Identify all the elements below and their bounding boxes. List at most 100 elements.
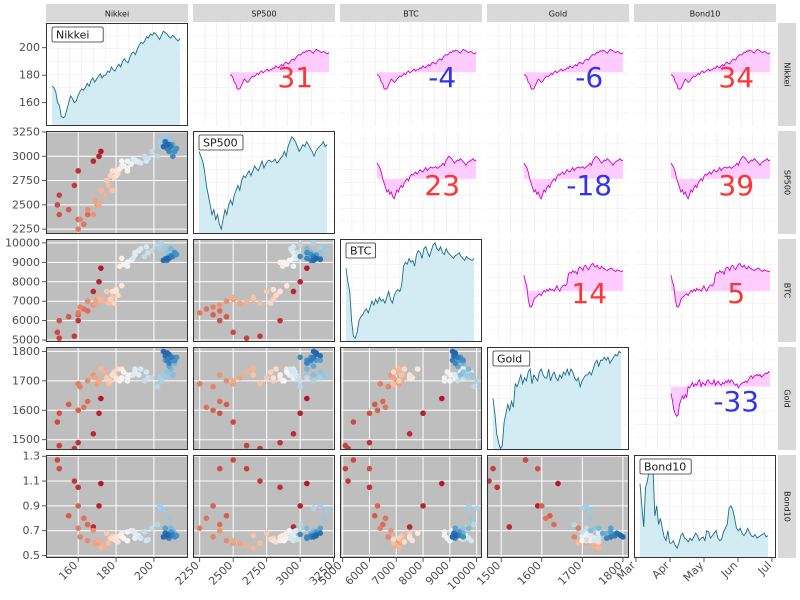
scatter-point bbox=[587, 532, 594, 539]
column-strip-label: Nikkei bbox=[105, 10, 129, 19]
scatter-point bbox=[216, 465, 223, 472]
scatter-point bbox=[103, 375, 110, 381]
scatter-point bbox=[216, 302, 223, 308]
scatter-point bbox=[257, 333, 263, 339]
scatter-point bbox=[137, 245, 144, 252]
panel-nikkei-btc bbox=[340, 23, 482, 126]
scatter-point bbox=[471, 521, 477, 528]
scatter-point bbox=[243, 335, 250, 341]
y-tick-label: 0.9 bbox=[23, 499, 41, 512]
scatter-point bbox=[75, 407, 81, 414]
scatter-point bbox=[382, 404, 389, 411]
scatter-point bbox=[396, 378, 402, 384]
y-tick-label: 10000 bbox=[5, 236, 40, 249]
scatter-point bbox=[243, 442, 250, 449]
scatter-point bbox=[77, 216, 83, 223]
scatter-point bbox=[164, 255, 170, 262]
column-strip bbox=[193, 4, 335, 22]
scatter-point bbox=[103, 530, 110, 536]
panel-nikkei-gold bbox=[487, 23, 629, 126]
panel-btc-bond10 bbox=[634, 239, 776, 342]
scatter-point bbox=[109, 187, 116, 194]
panel-border bbox=[46, 23, 188, 126]
x-tick-label: 5000 bbox=[316, 559, 345, 588]
y-tick-label: 3000 bbox=[12, 150, 40, 163]
column-strip-label: SP500 bbox=[251, 10, 276, 19]
scatter-point bbox=[149, 247, 155, 254]
scatter-point bbox=[257, 540, 263, 546]
scatter-point bbox=[105, 540, 112, 546]
scatter-point bbox=[250, 532, 257, 539]
scatter-point bbox=[98, 148, 104, 155]
y-tick-label: 2750 bbox=[12, 174, 40, 187]
scatter-point bbox=[414, 530, 421, 536]
scatter-point bbox=[75, 226, 81, 232]
y-tick-label: 3250 bbox=[12, 125, 40, 138]
scatter-point bbox=[120, 369, 127, 375]
row-strip-label: Bond10 bbox=[783, 491, 792, 522]
scatter-point bbox=[71, 333, 78, 339]
correlation-label: -4 bbox=[428, 61, 456, 94]
panel-btc-gold bbox=[487, 239, 629, 342]
scatter-point bbox=[587, 506, 594, 513]
scatter-point bbox=[310, 240, 317, 246]
scatter-point bbox=[210, 503, 216, 509]
scatter-point bbox=[98, 480, 104, 487]
scatter-point bbox=[297, 521, 303, 528]
scatter-point bbox=[257, 478, 263, 484]
scatter-point bbox=[237, 375, 243, 381]
scatter-point bbox=[279, 532, 286, 539]
scatter-point bbox=[113, 288, 119, 295]
row-strip-label: Gold bbox=[783, 389, 792, 407]
mini-area bbox=[376, 49, 476, 90]
scatter-point bbox=[571, 521, 578, 528]
scatter-point bbox=[270, 286, 277, 293]
y-tick-label: 1.1 bbox=[23, 475, 41, 488]
scatter-point bbox=[342, 465, 349, 472]
scatter-point bbox=[65, 513, 72, 519]
scatter-point bbox=[96, 378, 102, 384]
scatter-point bbox=[321, 243, 328, 250]
column-strip-label: Gold bbox=[549, 10, 567, 19]
scatter-point bbox=[441, 529, 448, 535]
scatter-point bbox=[124, 165, 131, 171]
scatter-point bbox=[75, 310, 81, 316]
scatter-point bbox=[297, 410, 303, 417]
scatter-point bbox=[406, 431, 413, 437]
mini-area bbox=[670, 156, 770, 199]
scatter-point bbox=[170, 372, 176, 378]
x-tick-label: 1500 bbox=[474, 559, 503, 588]
scatter-point bbox=[468, 537, 475, 544]
correlation-label: 23 bbox=[424, 169, 460, 202]
x-tick-label: 7000 bbox=[369, 559, 398, 588]
scatter-point bbox=[297, 378, 303, 384]
scatter-point bbox=[263, 288, 270, 295]
line-area bbox=[640, 459, 768, 558]
scatter-point bbox=[599, 530, 606, 536]
scatter-point bbox=[304, 245, 310, 252]
panel-border bbox=[340, 347, 482, 450]
scatter-point bbox=[618, 532, 624, 539]
scatter-point bbox=[137, 160, 144, 166]
line-area bbox=[346, 242, 474, 342]
scatter-point bbox=[71, 478, 78, 484]
scatter-point bbox=[595, 535, 602, 541]
scatter-point bbox=[216, 527, 223, 534]
mini-line bbox=[523, 48, 624, 90]
scatter-point bbox=[324, 506, 330, 513]
scatter-point bbox=[164, 532, 170, 539]
scatter-point bbox=[96, 202, 102, 208]
row-strip-label: SP500 bbox=[783, 170, 792, 195]
x-tick-label: Jun bbox=[718, 559, 740, 581]
scatter-point bbox=[449, 357, 456, 364]
scatter-point bbox=[216, 372, 223, 378]
scatter-point bbox=[54, 329, 61, 336]
scatter-point bbox=[103, 288, 110, 295]
y-tick-label: 1.3 bbox=[23, 450, 41, 463]
scatter-point bbox=[571, 534, 578, 540]
scatter-point bbox=[210, 534, 216, 540]
scatter-point bbox=[385, 534, 392, 540]
scatter-point bbox=[473, 378, 480, 384]
panel-bond10-gold bbox=[487, 455, 629, 558]
